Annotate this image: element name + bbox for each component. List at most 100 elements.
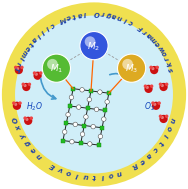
Text: c: c [128, 18, 134, 25]
Text: t: t [71, 12, 76, 19]
Text: m: m [19, 49, 28, 58]
Text: a: a [77, 11, 82, 17]
Circle shape [21, 83, 25, 86]
Circle shape [80, 88, 84, 92]
Text: E: E [49, 161, 57, 169]
Text: $O_2$: $O_2$ [144, 101, 155, 113]
Circle shape [84, 115, 88, 119]
Circle shape [14, 103, 17, 106]
Circle shape [159, 83, 162, 86]
Text: e: e [138, 157, 146, 164]
FancyArrowPatch shape [41, 78, 56, 99]
Circle shape [30, 116, 33, 120]
Text: O: O [94, 10, 100, 16]
Circle shape [76, 105, 81, 109]
Circle shape [33, 72, 42, 80]
Circle shape [155, 66, 159, 69]
Circle shape [161, 84, 164, 87]
FancyArrowPatch shape [110, 72, 124, 76]
Circle shape [24, 84, 27, 87]
Text: l: l [40, 28, 45, 34]
Circle shape [13, 102, 21, 110]
Circle shape [150, 84, 153, 88]
Circle shape [73, 122, 78, 127]
Circle shape [159, 115, 168, 123]
Circle shape [159, 115, 162, 118]
Text: $H_2O$: $H_2O$ [26, 101, 43, 113]
Text: n: n [35, 151, 43, 159]
Circle shape [102, 117, 106, 121]
Circle shape [80, 132, 85, 136]
Circle shape [18, 101, 22, 105]
Text: r: r [101, 10, 105, 16]
Circle shape [149, 66, 153, 69]
Text: e: e [154, 40, 162, 47]
Text: n: n [168, 116, 175, 123]
Text: M: M [58, 15, 67, 23]
Circle shape [2, 2, 186, 187]
Circle shape [88, 142, 92, 146]
Circle shape [85, 36, 95, 47]
Circle shape [15, 15, 173, 174]
Circle shape [69, 95, 74, 100]
Text: a: a [30, 35, 38, 43]
Circle shape [152, 102, 160, 110]
Text: i: i [101, 173, 104, 179]
Circle shape [118, 54, 146, 82]
Text: c: c [49, 21, 55, 28]
Circle shape [33, 71, 36, 75]
Text: o: o [161, 50, 168, 57]
Text: i: i [17, 56, 24, 61]
Circle shape [70, 139, 74, 144]
Circle shape [165, 83, 168, 86]
Text: a: a [146, 31, 154, 39]
Circle shape [35, 73, 38, 76]
Text: a: a [145, 151, 152, 159]
Text: o: o [165, 124, 172, 131]
Circle shape [16, 67, 19, 70]
Circle shape [15, 66, 23, 74]
Text: l: l [35, 32, 41, 38]
Circle shape [105, 100, 109, 104]
Circle shape [150, 66, 158, 74]
Circle shape [42, 54, 70, 82]
Text: n: n [117, 13, 123, 21]
Circle shape [39, 71, 42, 75]
Text: u: u [83, 173, 88, 179]
Text: i: i [123, 16, 128, 22]
Text: t: t [157, 139, 164, 146]
Circle shape [62, 130, 67, 134]
Text: e: e [65, 13, 71, 21]
Text: m: m [149, 34, 159, 44]
Text: g: g [24, 139, 32, 146]
Text: c: c [151, 146, 158, 153]
Text: e: e [23, 45, 30, 52]
Text: x: x [16, 124, 23, 131]
Circle shape [144, 85, 153, 93]
Text: r: r [142, 28, 149, 34]
Text: e: e [29, 145, 37, 153]
Circle shape [80, 32, 108, 60]
Text: r: r [164, 55, 171, 61]
Text: F: F [137, 24, 145, 31]
Circle shape [91, 124, 96, 129]
Text: a: a [111, 12, 117, 19]
Circle shape [153, 103, 156, 106]
Text: T: T [13, 66, 20, 72]
Text: $M_2$: $M_2$ [87, 40, 101, 53]
Text: g: g [106, 11, 112, 17]
Circle shape [151, 101, 155, 105]
Circle shape [157, 101, 161, 105]
Circle shape [23, 116, 27, 120]
Text: o: o [108, 171, 114, 178]
Circle shape [22, 83, 30, 91]
Circle shape [165, 115, 168, 118]
Text: y: y [19, 132, 27, 139]
Circle shape [151, 67, 155, 70]
Circle shape [20, 66, 24, 69]
Circle shape [144, 84, 147, 88]
Circle shape [25, 118, 29, 121]
Text: l: l [75, 171, 79, 178]
Circle shape [159, 83, 168, 91]
Circle shape [66, 112, 70, 117]
